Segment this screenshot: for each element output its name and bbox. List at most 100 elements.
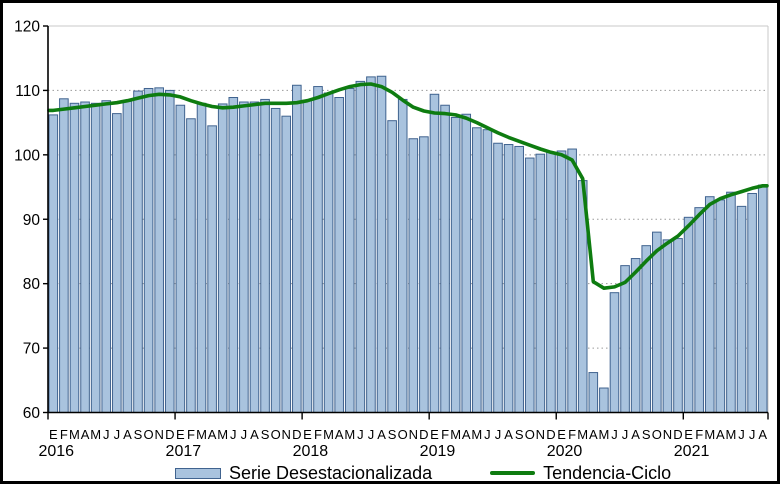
bar [757,184,768,413]
bar [736,205,747,413]
month-label: A [504,427,513,442]
bar [334,97,344,413]
month-label: S [261,427,270,442]
bar [694,207,704,413]
bar [620,265,630,413]
bar [355,80,366,413]
bar [281,115,292,414]
y-axis-label: 60 [23,405,41,422]
month-label: J [230,427,237,442]
bar [239,101,249,414]
month-label: A [123,427,132,442]
month-label: A [250,427,259,442]
bar [662,239,673,413]
bar [122,100,133,414]
bar [164,89,175,414]
month-label: A [758,427,767,442]
month-label: F [60,427,68,442]
month-label: O [271,427,281,442]
month-label: M [471,427,482,442]
bar [292,84,302,413]
bar [196,102,207,414]
month-label: M [69,427,80,442]
bar [440,104,450,413]
y-axis-label: 110 [15,83,40,100]
bar [217,103,228,414]
trend-line [47,82,769,290]
bar [514,145,524,413]
bar [80,101,90,414]
bar [133,90,143,414]
month-label: A [377,427,386,442]
y-axis-label: 70 [23,341,41,358]
month-label: M [323,427,334,442]
bar [567,148,577,413]
bar [48,114,59,414]
month-label: F [695,427,703,442]
bar [344,87,355,414]
bar [652,231,662,413]
month-label: E [49,427,58,442]
bar [313,86,323,413]
month-label: O [398,427,408,442]
bar [715,199,726,413]
month-label: A [335,427,344,442]
month-label: F [568,427,576,442]
bar [599,387,609,413]
bar [493,142,503,413]
bar [249,101,260,414]
bar [302,99,313,414]
month-label: E [176,427,185,442]
month-label: M [598,427,609,442]
month-label: M [577,427,588,442]
month-label: N [409,427,418,442]
bar [556,150,567,414]
legend-line-swatch-icon [490,471,536,475]
month-label: N [663,427,672,442]
year-label: 2017 [166,443,202,460]
bar [429,93,440,413]
bar [101,100,112,414]
month-label: M [726,427,737,442]
bar [503,144,514,413]
month-label: E [303,427,312,442]
bar [90,102,101,414]
month-label: J [622,427,629,442]
bar [69,102,80,414]
bar [270,107,281,413]
month-label: A [208,427,217,442]
month-label: J [495,427,502,442]
bar [228,97,239,413]
month-label: S [642,427,651,442]
bar [59,98,69,413]
bar [535,153,546,413]
bar [726,191,736,413]
month-label: N [282,427,291,442]
month-label: S [388,427,397,442]
bar [260,98,270,413]
month-label: A [631,427,640,442]
month-label: J [738,427,745,442]
month-label: M [704,427,715,442]
bar [747,192,757,413]
bar [450,116,461,413]
month-label: M [450,427,461,442]
month-label: E [430,427,439,442]
bar [673,238,683,413]
month-label: J [241,427,248,442]
y-axis-label: 100 [14,147,40,164]
year-label: 2021 [674,443,710,460]
month-label: D [546,427,555,442]
bar [323,92,334,413]
bar [609,292,620,413]
month-label: A [462,427,471,442]
month-label: J [114,427,121,442]
month-label: J [103,427,110,442]
bar [186,118,196,413]
bar [472,127,482,414]
month-label: S [515,427,524,442]
month-label: O [652,427,662,442]
month-label: M [217,427,228,442]
month-label: J [749,427,756,442]
